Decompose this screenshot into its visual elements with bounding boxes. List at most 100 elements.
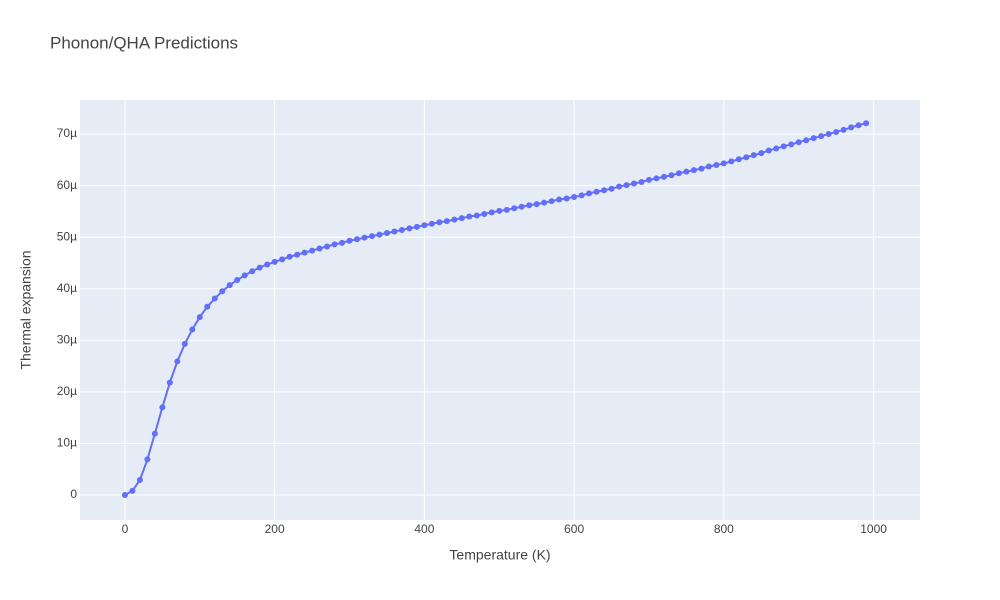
point [645,176,652,183]
point [144,456,151,463]
point [316,245,323,252]
y-tick-label: 20µ [57,384,77,398]
point [743,154,750,161]
point [219,288,226,295]
x-tick-label: 1000 [860,522,887,536]
point [294,251,301,258]
point [526,202,533,209]
x-axis-label: Temperature (K) [449,547,550,563]
point [623,182,630,189]
y-tick-label: 0 [70,487,77,501]
point [309,247,316,254]
point [129,487,136,494]
point [481,210,488,217]
y-tick-label: 10µ [57,436,77,450]
point [241,272,248,279]
point [249,268,256,275]
point [324,243,331,250]
x-tick-label: 200 [265,522,285,536]
point [511,205,518,212]
point [675,170,682,177]
point [795,139,802,146]
point [698,165,705,172]
point [728,158,735,165]
point [383,230,390,237]
point [780,143,787,150]
x-tick-label: 800 [714,522,734,536]
y-tick-label: 50µ [57,229,77,243]
point [548,198,555,205]
point [593,188,600,195]
point [586,190,593,197]
point [466,213,473,220]
point [750,152,757,159]
point [234,276,241,283]
point [174,358,181,365]
point [354,236,361,243]
point [166,379,173,386]
point [376,231,383,238]
point [773,145,780,152]
point [840,126,847,133]
plot-area [80,100,920,520]
point [196,314,203,321]
point [413,223,420,230]
point [226,282,233,289]
point [271,258,278,265]
point [279,256,286,263]
point [735,156,742,163]
point [264,261,271,268]
point [863,120,870,127]
point [825,131,832,138]
point [301,249,308,256]
point [788,141,795,148]
point [361,234,368,241]
point [451,216,458,223]
x-tick-label: 400 [414,522,434,536]
point [653,175,660,182]
point [608,185,615,192]
x-tick-label: 0 [122,522,129,536]
point [256,264,263,271]
y-tick-label: 40µ [57,281,77,295]
point [660,173,667,180]
point [810,135,817,142]
point [136,477,143,484]
point [668,172,675,179]
point [286,253,293,260]
point [159,404,166,411]
point [496,207,503,214]
point [705,163,712,170]
y-axis-label: Thermal expansion [18,250,34,369]
point [488,209,495,216]
point [855,122,862,129]
x-tick-label: 600 [564,522,584,536]
point [339,239,346,246]
point [713,161,720,168]
point [406,225,413,232]
point [331,241,338,248]
point [631,180,638,187]
y-tick-label: 30µ [57,332,77,346]
point [368,233,375,240]
point [518,203,525,210]
point [556,196,563,203]
point [428,220,435,227]
point [443,218,450,225]
y-tick-label: 70µ [57,126,77,140]
point [121,491,128,498]
point [436,219,443,226]
point [398,226,405,233]
point [421,222,428,229]
point [818,133,825,140]
point [533,201,540,208]
point [571,193,578,200]
point [683,168,690,175]
point [151,430,158,437]
point [833,128,840,135]
point [638,178,645,185]
point [563,195,570,202]
point [503,206,510,213]
point [346,237,353,244]
point [204,303,211,310]
